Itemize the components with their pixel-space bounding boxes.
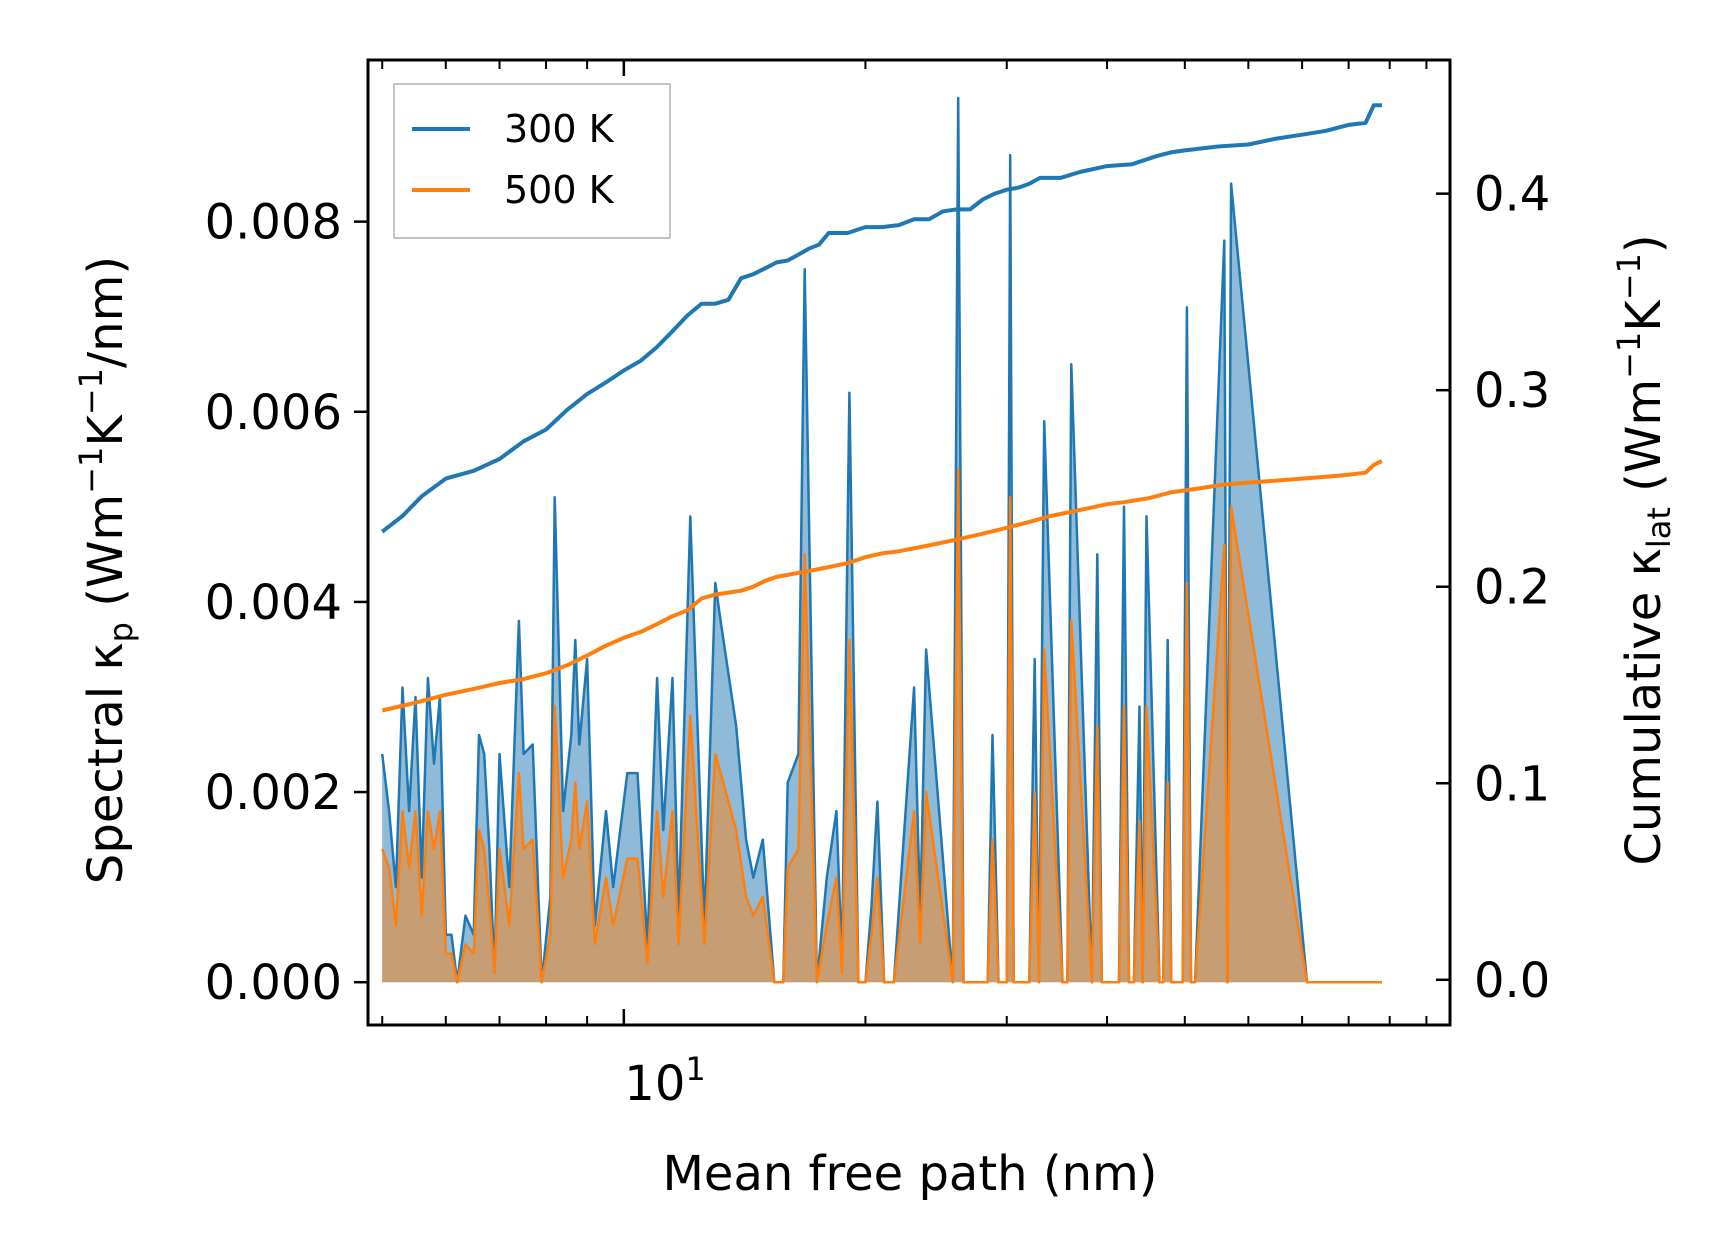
legend-label-500k: 500 K [504, 168, 615, 212]
legend-box [393, 83, 671, 239]
left-tick-label: 0.006 [205, 385, 342, 441]
cumulative-line-300k [380, 103, 1382, 534]
legend: 300 K 500 K [393, 83, 671, 239]
left-axis-title: Spectral κp (Wm−1K−1/nm) [72, 256, 140, 884]
left-tick-label: 0.000 [205, 955, 342, 1011]
plot-frame [366, 58, 1452, 1027]
left-tick-label: 0.002 [205, 765, 342, 821]
right-tick-label: 0.2 [1474, 560, 1550, 616]
right-tick-label: 0.1 [1474, 756, 1550, 812]
right-axis-title: Cumulative κlat (Wm−1K−1) [1610, 234, 1678, 865]
right-tick-label: 0.4 [1474, 167, 1550, 223]
line-layer [380, 103, 1383, 713]
left-tick-label: 0.004 [205, 575, 342, 631]
left-tick-label: 0.008 [205, 195, 342, 251]
x-tick-label: 101 [624, 1050, 705, 1112]
right-tick-label: 0.3 [1474, 363, 1550, 419]
legend-label-300k: 300 K [504, 107, 615, 151]
spectral-line-500k [381, 467, 1382, 984]
right-tick-label: 0.0 [1474, 953, 1550, 1009]
tick-layer: 0.000 0.002 0.004 0.006 0.008 0.0 0.1 0.2 0.3 0.4 [205, 60, 1550, 1025]
spectral-area-500k [382, 468, 1382, 983]
x-axis-title: Mean free path (nm) [663, 1146, 1158, 1202]
spectral-fill-layer [380, 96, 1382, 984]
cumulative-line-500k [381, 459, 1383, 713]
